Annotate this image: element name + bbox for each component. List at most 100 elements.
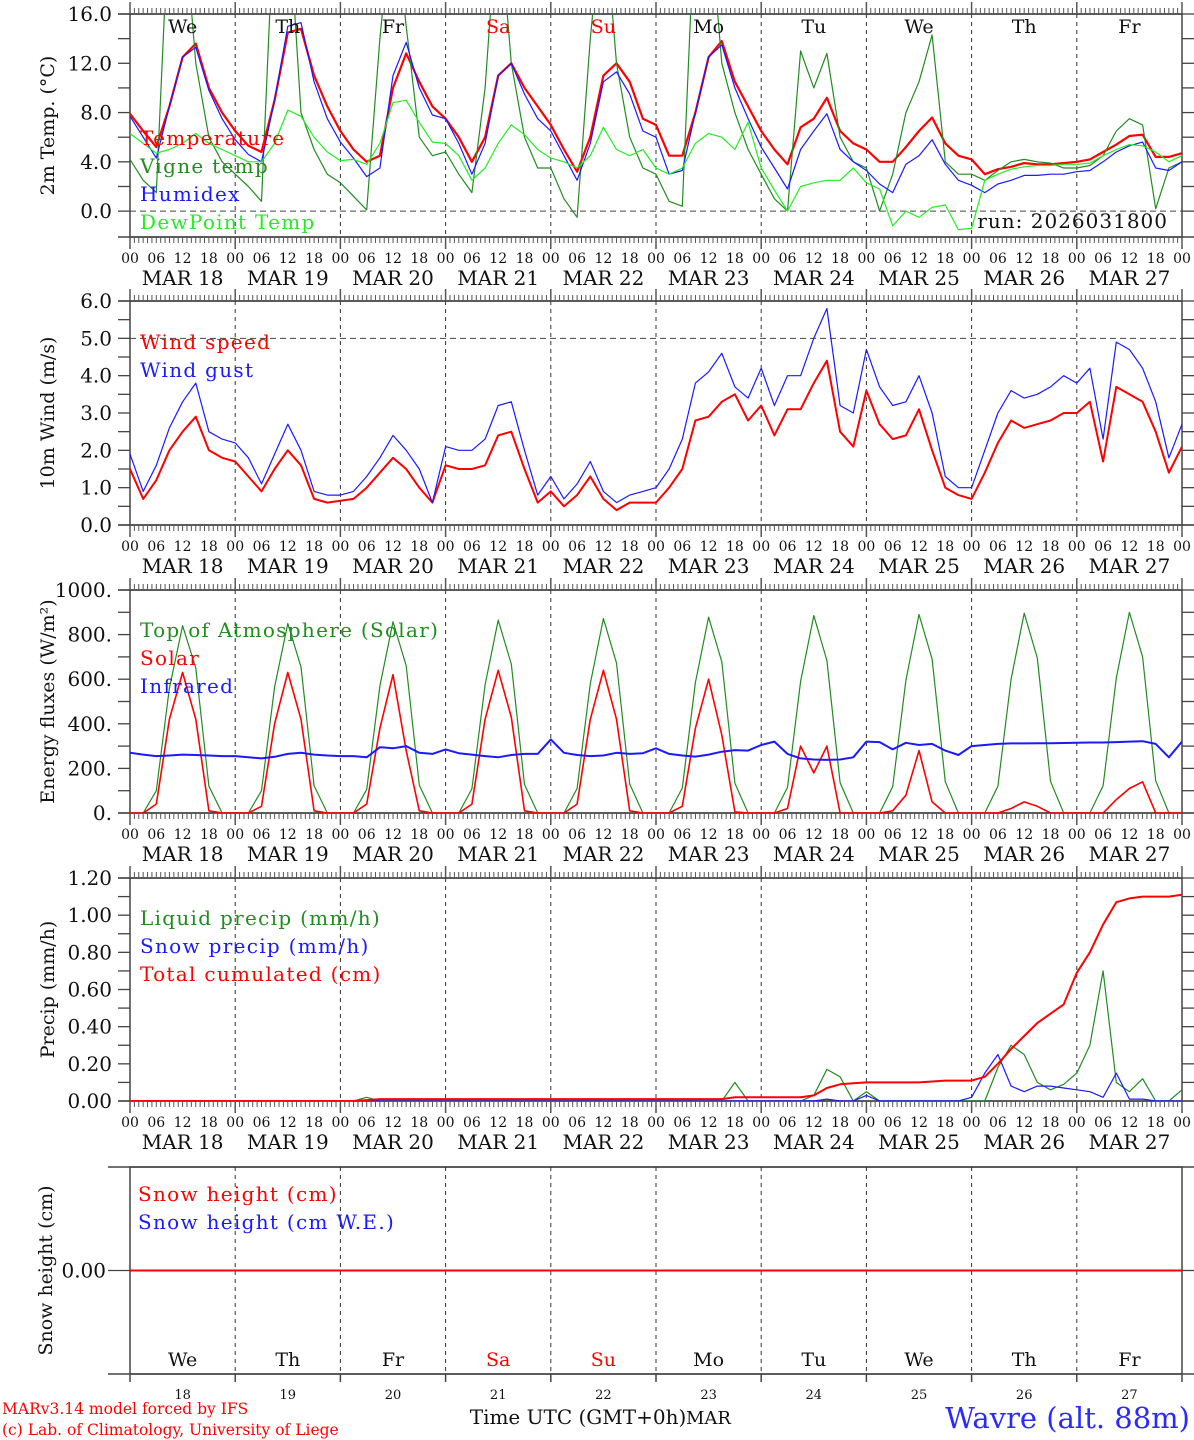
day-name-label: Su xyxy=(591,1349,616,1371)
x-hour-label: 12 xyxy=(489,827,507,843)
x-hour-label: 12 xyxy=(1015,1115,1033,1131)
x-hour-label: 00 xyxy=(437,251,455,267)
y-tick-label: 600. xyxy=(67,667,112,691)
x-date-label: MAR 24 xyxy=(773,1130,855,1154)
x-hour-label: 18 xyxy=(305,251,323,267)
x-hour-label: 18 xyxy=(1147,251,1165,267)
x-hour-label: 00 xyxy=(1068,827,1086,843)
x-hour-label: 18 xyxy=(1147,827,1165,843)
x-hour-label: 12 xyxy=(384,827,402,843)
x-hour-label: 00 xyxy=(226,251,244,267)
x-hour-label: 12 xyxy=(910,827,928,843)
x-hour-label: 18 xyxy=(1147,539,1165,555)
x-axis-month: MAR xyxy=(686,1408,731,1429)
day-number-label: 23 xyxy=(700,1388,717,1403)
x-hour-label: 06 xyxy=(673,1115,691,1131)
panel-1: 0.0 4.0 8.0 12.0 16.0 2m Temp. (°C) Temperatur… xyxy=(37,2,1194,290)
series-line-total-cumulated-cm xyxy=(130,893,1182,1101)
x-hour-label: 18 xyxy=(621,827,639,843)
x-hour-label: 06 xyxy=(779,1115,797,1131)
x-hour-label: 18 xyxy=(936,1115,954,1131)
x-date-label: MAR 19 xyxy=(247,1130,329,1154)
x-hour-label: 06 xyxy=(358,539,376,555)
x-hour-label: 00 xyxy=(1173,827,1191,843)
y-tick-label: 1.00 xyxy=(67,903,112,927)
x-date-label: MAR 23 xyxy=(668,266,750,290)
x-date-label: MAR 27 xyxy=(1089,554,1171,578)
series-line-wind-gust xyxy=(130,307,1182,504)
day-name-label: Fr xyxy=(1118,16,1141,38)
y-axis-title: Energy fluxes (W/m²) xyxy=(37,599,59,803)
x-hour-label: 00 xyxy=(963,539,981,555)
x-date-label: MAR 25 xyxy=(878,1130,960,1154)
x-hour-label: 12 xyxy=(1120,251,1138,267)
x-hour-label: 00 xyxy=(1173,251,1191,267)
x-date-label: MAR 22 xyxy=(563,554,645,578)
y-tick-label: 0.20 xyxy=(67,1052,112,1076)
x-date-label: MAR 25 xyxy=(878,842,960,866)
x-date-label: MAR 20 xyxy=(352,266,434,290)
x-hour-label: 06 xyxy=(568,1115,586,1131)
x-date-label: MAR 18 xyxy=(142,266,224,290)
x-hour-label: 12 xyxy=(910,1115,928,1131)
x-hour-label: 12 xyxy=(910,539,928,555)
x-hour-label: 12 xyxy=(489,539,507,555)
x-hour-label: 12 xyxy=(384,1115,402,1131)
legend-entry: Infrared xyxy=(140,674,234,698)
day-name-label: Th xyxy=(1012,1349,1037,1371)
x-hour-label: 12 xyxy=(1120,827,1138,843)
y-tick-label: 3.0 xyxy=(80,401,112,425)
x-date-label: MAR 24 xyxy=(773,266,855,290)
x-hour-label: 00 xyxy=(121,827,139,843)
x-hour-label: 18 xyxy=(516,539,534,555)
x-date-label: MAR 26 xyxy=(983,266,1065,290)
x-hour-label: 06 xyxy=(253,1115,271,1131)
x-hour-label: 18 xyxy=(1042,251,1060,267)
x-date-label: MAR 18 xyxy=(142,554,224,578)
day-number-label: 22 xyxy=(595,1388,612,1403)
x-date-label: MAR 21 xyxy=(457,842,539,866)
day-name-label: Th xyxy=(275,16,300,38)
x-date-label: MAR 20 xyxy=(352,842,434,866)
x-hour-label: 00 xyxy=(647,827,665,843)
series-group xyxy=(130,611,1182,813)
x-hour-label: 00 xyxy=(857,251,875,267)
x-hour-label: 12 xyxy=(1015,251,1033,267)
legend-entry: Humidex xyxy=(140,182,241,206)
x-hour-label: 06 xyxy=(884,539,902,555)
x-hour-label: 18 xyxy=(831,251,849,267)
x-hour-label: 06 xyxy=(463,539,481,555)
x-hour-label: 00 xyxy=(1068,1115,1086,1131)
day-name-label: Fr xyxy=(382,1349,405,1371)
x-hour-label: 18 xyxy=(410,539,428,555)
day-name-label: Fr xyxy=(1118,1349,1141,1371)
x-hour-label: 12 xyxy=(594,1115,612,1131)
x-hour-label: 18 xyxy=(831,1115,849,1131)
location-title: Wavre (alt. 88m) xyxy=(945,1401,1190,1435)
x-hour-label: 00 xyxy=(121,251,139,267)
x-hour-label: 12 xyxy=(805,251,823,267)
x-date-label: MAR 25 xyxy=(878,266,960,290)
x-hour-label: 18 xyxy=(726,827,744,843)
y-tick-label: 0.60 xyxy=(67,978,112,1002)
day-number-label: 19 xyxy=(280,1388,297,1403)
series-line-wind-speed xyxy=(130,359,1182,512)
series-line-vigne-temp xyxy=(130,14,1182,218)
day-name-label: Mo xyxy=(693,16,724,38)
x-hour-label: 00 xyxy=(437,1115,455,1131)
x-date-label: MAR 24 xyxy=(773,554,855,578)
x-hour-label: 06 xyxy=(1094,251,1112,267)
x-date-label: MAR 21 xyxy=(457,1130,539,1154)
y-axis-title: Snow height (cm) xyxy=(35,1185,57,1355)
legend-entry: Liquid precip (mm/h) xyxy=(140,906,381,930)
x-hour-label: 06 xyxy=(989,1115,1007,1131)
x-date-label: MAR 27 xyxy=(1089,266,1171,290)
x-hour-label: 18 xyxy=(200,539,218,555)
x-hour-label: 18 xyxy=(410,827,428,843)
x-hour-label: 12 xyxy=(384,539,402,555)
x-hour-label: 06 xyxy=(779,539,797,555)
x-date-label: MAR 18 xyxy=(142,1130,224,1154)
x-hour-label: 00 xyxy=(963,251,981,267)
y-tick-label: 4.0 xyxy=(80,364,112,388)
